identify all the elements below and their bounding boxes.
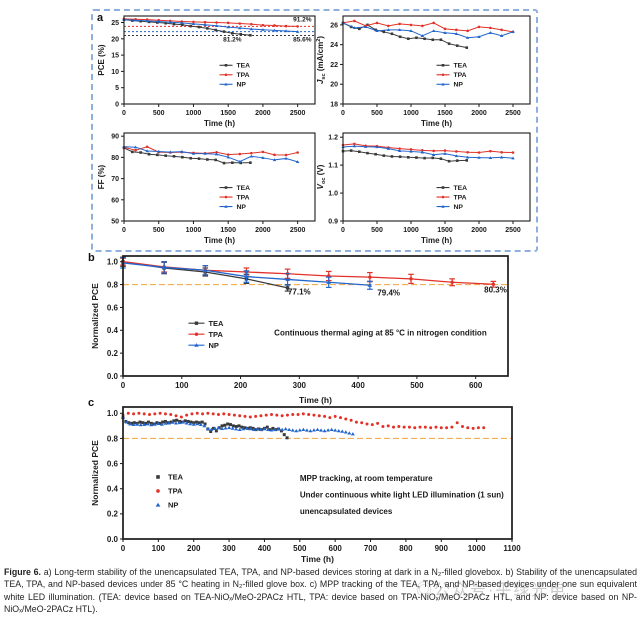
figure-caption-text: a) Long-term stability of the unencapsul… [4, 567, 637, 615]
chart-mpp-tracking: 0 100 200 300 400 500 600 700 800 900 1000 1100 0.0 0… [90, 406, 521, 564]
svg-text:TPA: TPA [208, 330, 223, 339]
svg-text:600: 600 [329, 544, 343, 553]
svg-text:Time (h): Time (h) [301, 554, 334, 564]
svg-text:1.0: 1.0 [107, 409, 119, 418]
svg-text:0.0: 0.0 [107, 372, 119, 381]
svg-text:NP: NP [168, 501, 178, 510]
svg-text:0: 0 [121, 544, 126, 553]
svg-text:900: 900 [435, 544, 449, 553]
svg-text:Normalized PCE: Normalized PCE [90, 440, 100, 506]
panel-label-b: b [88, 252, 95, 264]
panel-a-dashed-box [91, 9, 538, 252]
svg-text:100: 100 [152, 544, 166, 553]
svg-text:1000: 1000 [468, 544, 486, 553]
svg-text:TEA: TEA [168, 473, 184, 482]
svg-text:80.3%: 80.3% [484, 286, 507, 295]
svg-text:0.2: 0.2 [107, 510, 119, 519]
svg-text:0.6: 0.6 [107, 459, 119, 468]
svg-text:400: 400 [258, 544, 272, 553]
svg-text:TPA: TPA [168, 487, 183, 496]
svg-text:0.4: 0.4 [107, 485, 119, 494]
svg-text:Under continuous white light L: Under continuous white light LED illumin… [300, 491, 504, 500]
svg-text:77.1%: 77.1% [288, 287, 311, 296]
svg-text:300: 300 [293, 381, 307, 390]
svg-text:800: 800 [399, 544, 413, 553]
svg-text:79.4%: 79.4% [377, 288, 400, 297]
svg-text:500: 500 [410, 381, 424, 390]
svg-text:unencapsulated devices: unencapsulated devices [300, 507, 393, 516]
watermark: ◎公众号·平绿光电 [416, 582, 568, 599]
svg-text:400: 400 [351, 381, 365, 390]
svg-text:0.8: 0.8 [107, 280, 119, 289]
svg-text:0: 0 [121, 381, 126, 390]
svg-text:200: 200 [234, 381, 248, 390]
svg-text:600: 600 [469, 381, 483, 390]
svg-text:1100: 1100 [503, 544, 521, 553]
svg-text:Time (h): Time (h) [299, 395, 332, 405]
figure-caption: Figure 6. a) Long-term stability of the … [4, 566, 637, 616]
svg-text:700: 700 [364, 544, 378, 553]
chart-thermal-aging: 0 100 200 300 400 500 600 0.0 0.2 0.4 0.6 0.8 1.0 Tim… [90, 255, 509, 405]
figure-caption-label: Figure 6. [4, 567, 41, 577]
svg-text:1.0: 1.0 [107, 258, 119, 267]
svg-text:300: 300 [222, 544, 236, 553]
svg-text:TEA: TEA [208, 319, 224, 328]
svg-text:200: 200 [187, 544, 201, 553]
svg-text:0.4: 0.4 [107, 326, 119, 335]
svg-text:0.0: 0.0 [107, 535, 119, 544]
svg-text:0.2: 0.2 [107, 349, 119, 358]
svg-text:100: 100 [175, 381, 189, 390]
svg-text:0.8: 0.8 [107, 434, 119, 443]
panel-label-a: a [97, 12, 104, 24]
svg-text:Continuous thermal aging at 85: Continuous thermal aging at 85 °C in nit… [274, 328, 487, 337]
svg-text:Normalized PCE: Normalized PCE [90, 283, 100, 349]
svg-text:MPP tracking, at room temperat: MPP tracking, at room temperature [300, 474, 433, 483]
svg-text:NP: NP [208, 341, 218, 350]
svg-text:500: 500 [293, 544, 307, 553]
svg-text:0.6: 0.6 [107, 303, 119, 312]
panel-label-c: c [88, 397, 95, 409]
